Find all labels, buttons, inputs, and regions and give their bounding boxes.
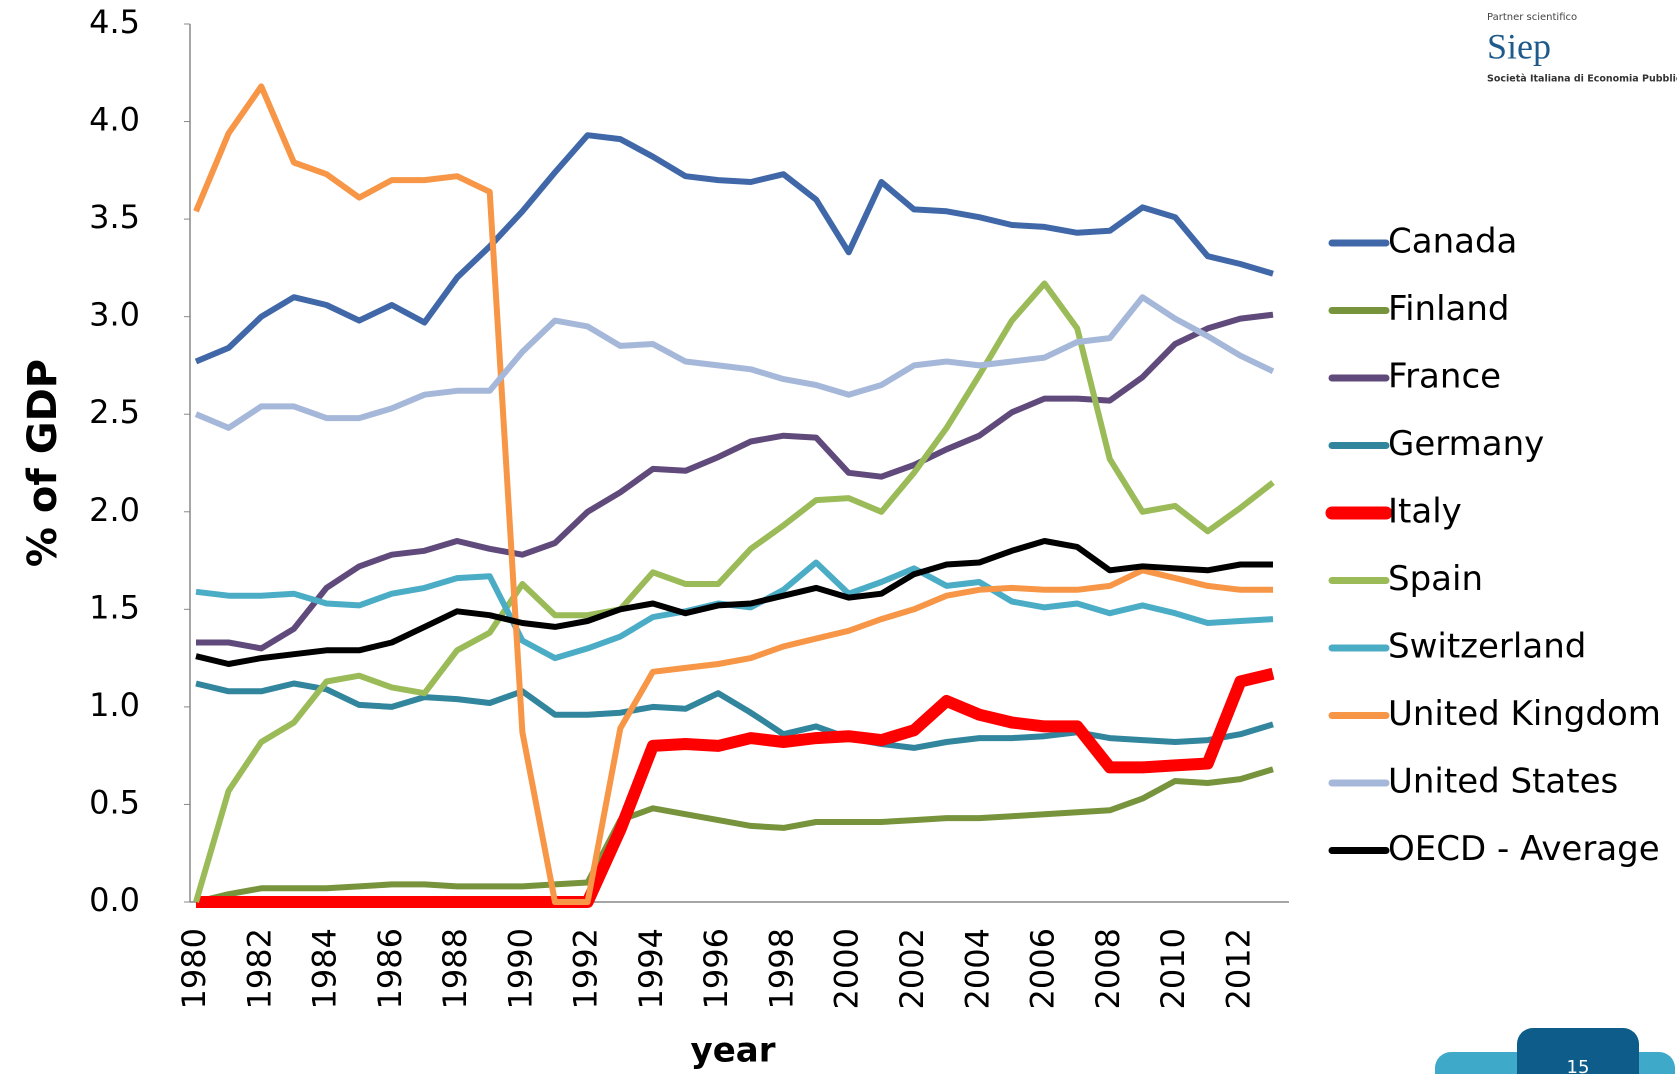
x-tick-label: 1982 xyxy=(240,928,278,1009)
y-tick-label: 1.5 xyxy=(89,588,140,626)
y-tick-label: 3.5 xyxy=(89,198,140,236)
badge-front xyxy=(1517,1028,1639,1074)
y-tick-label: 3.0 xyxy=(89,296,140,334)
x-tick-label: 1992 xyxy=(567,928,605,1009)
series-line xyxy=(193,83,1273,905)
x-tick-label: 2002 xyxy=(893,928,931,1009)
x-tick-label: 2006 xyxy=(1024,928,1062,1009)
x-tick-label: 1986 xyxy=(371,928,409,1009)
series-line xyxy=(193,280,1275,903)
x-tick-label: 1984 xyxy=(306,928,344,1009)
x-tick-label: 2008 xyxy=(1089,928,1127,1009)
y-tick-label: 4.5 xyxy=(89,3,140,41)
page-number: 15 xyxy=(1567,1057,1590,1074)
legend-label: Germany xyxy=(1388,424,1544,464)
legend-label: OECD - Average xyxy=(1388,829,1660,869)
x-tick-label: 1990 xyxy=(501,928,539,1009)
legend-label: France xyxy=(1388,357,1501,397)
x-tick-label: 1980 xyxy=(175,928,213,1009)
x-tick-label: 1998 xyxy=(762,928,800,1009)
logo-subtitle: Società Italiana di Economia Pubblica xyxy=(1487,74,1677,85)
x-tick-label: 2012 xyxy=(1219,928,1257,1009)
y-tick-label: 0.0 xyxy=(89,881,140,919)
y-tick-label: 2.0 xyxy=(89,491,140,529)
x-tick-label: 1988 xyxy=(436,928,474,1009)
x-tick-label: 2010 xyxy=(1154,928,1192,1009)
series-line xyxy=(195,680,1274,751)
y-tick-label: 2.5 xyxy=(89,393,140,431)
series-line xyxy=(194,294,1275,431)
logo-caption: Partner scientifico xyxy=(1487,12,1577,23)
x-tick-label: 2004 xyxy=(958,928,996,1009)
legend-label: Switzerland xyxy=(1388,627,1586,667)
legend-label: Canada xyxy=(1388,222,1517,262)
series-line xyxy=(196,667,1275,908)
series-line xyxy=(194,132,1274,365)
y-axis-title: % of GDP xyxy=(20,359,66,567)
legend-label: Italy xyxy=(1388,492,1462,532)
page-badge: 15 xyxy=(1435,1028,1675,1074)
x-tick-label: 2000 xyxy=(828,928,866,1009)
series-line xyxy=(195,559,1274,662)
x-tick-label: 1994 xyxy=(632,928,670,1009)
legend-label: United States xyxy=(1388,762,1618,802)
legend-label: United Kingdom xyxy=(1388,694,1661,734)
y-tick-label: 0.5 xyxy=(89,783,140,821)
x-axis-title: year xyxy=(691,1031,776,1071)
legend-label: Finland xyxy=(1388,289,1510,329)
y-tick-label: 4.0 xyxy=(89,101,140,139)
logo: Partner scientifico Siep Società Italian… xyxy=(1487,12,1677,85)
logo-name: Siep xyxy=(1487,26,1551,66)
series-line xyxy=(195,766,1274,905)
legend-label: Spain xyxy=(1388,559,1483,599)
x-tick-label: 1996 xyxy=(697,928,735,1009)
y-tick-label: 1.0 xyxy=(89,686,140,724)
series-line xyxy=(195,538,1273,667)
